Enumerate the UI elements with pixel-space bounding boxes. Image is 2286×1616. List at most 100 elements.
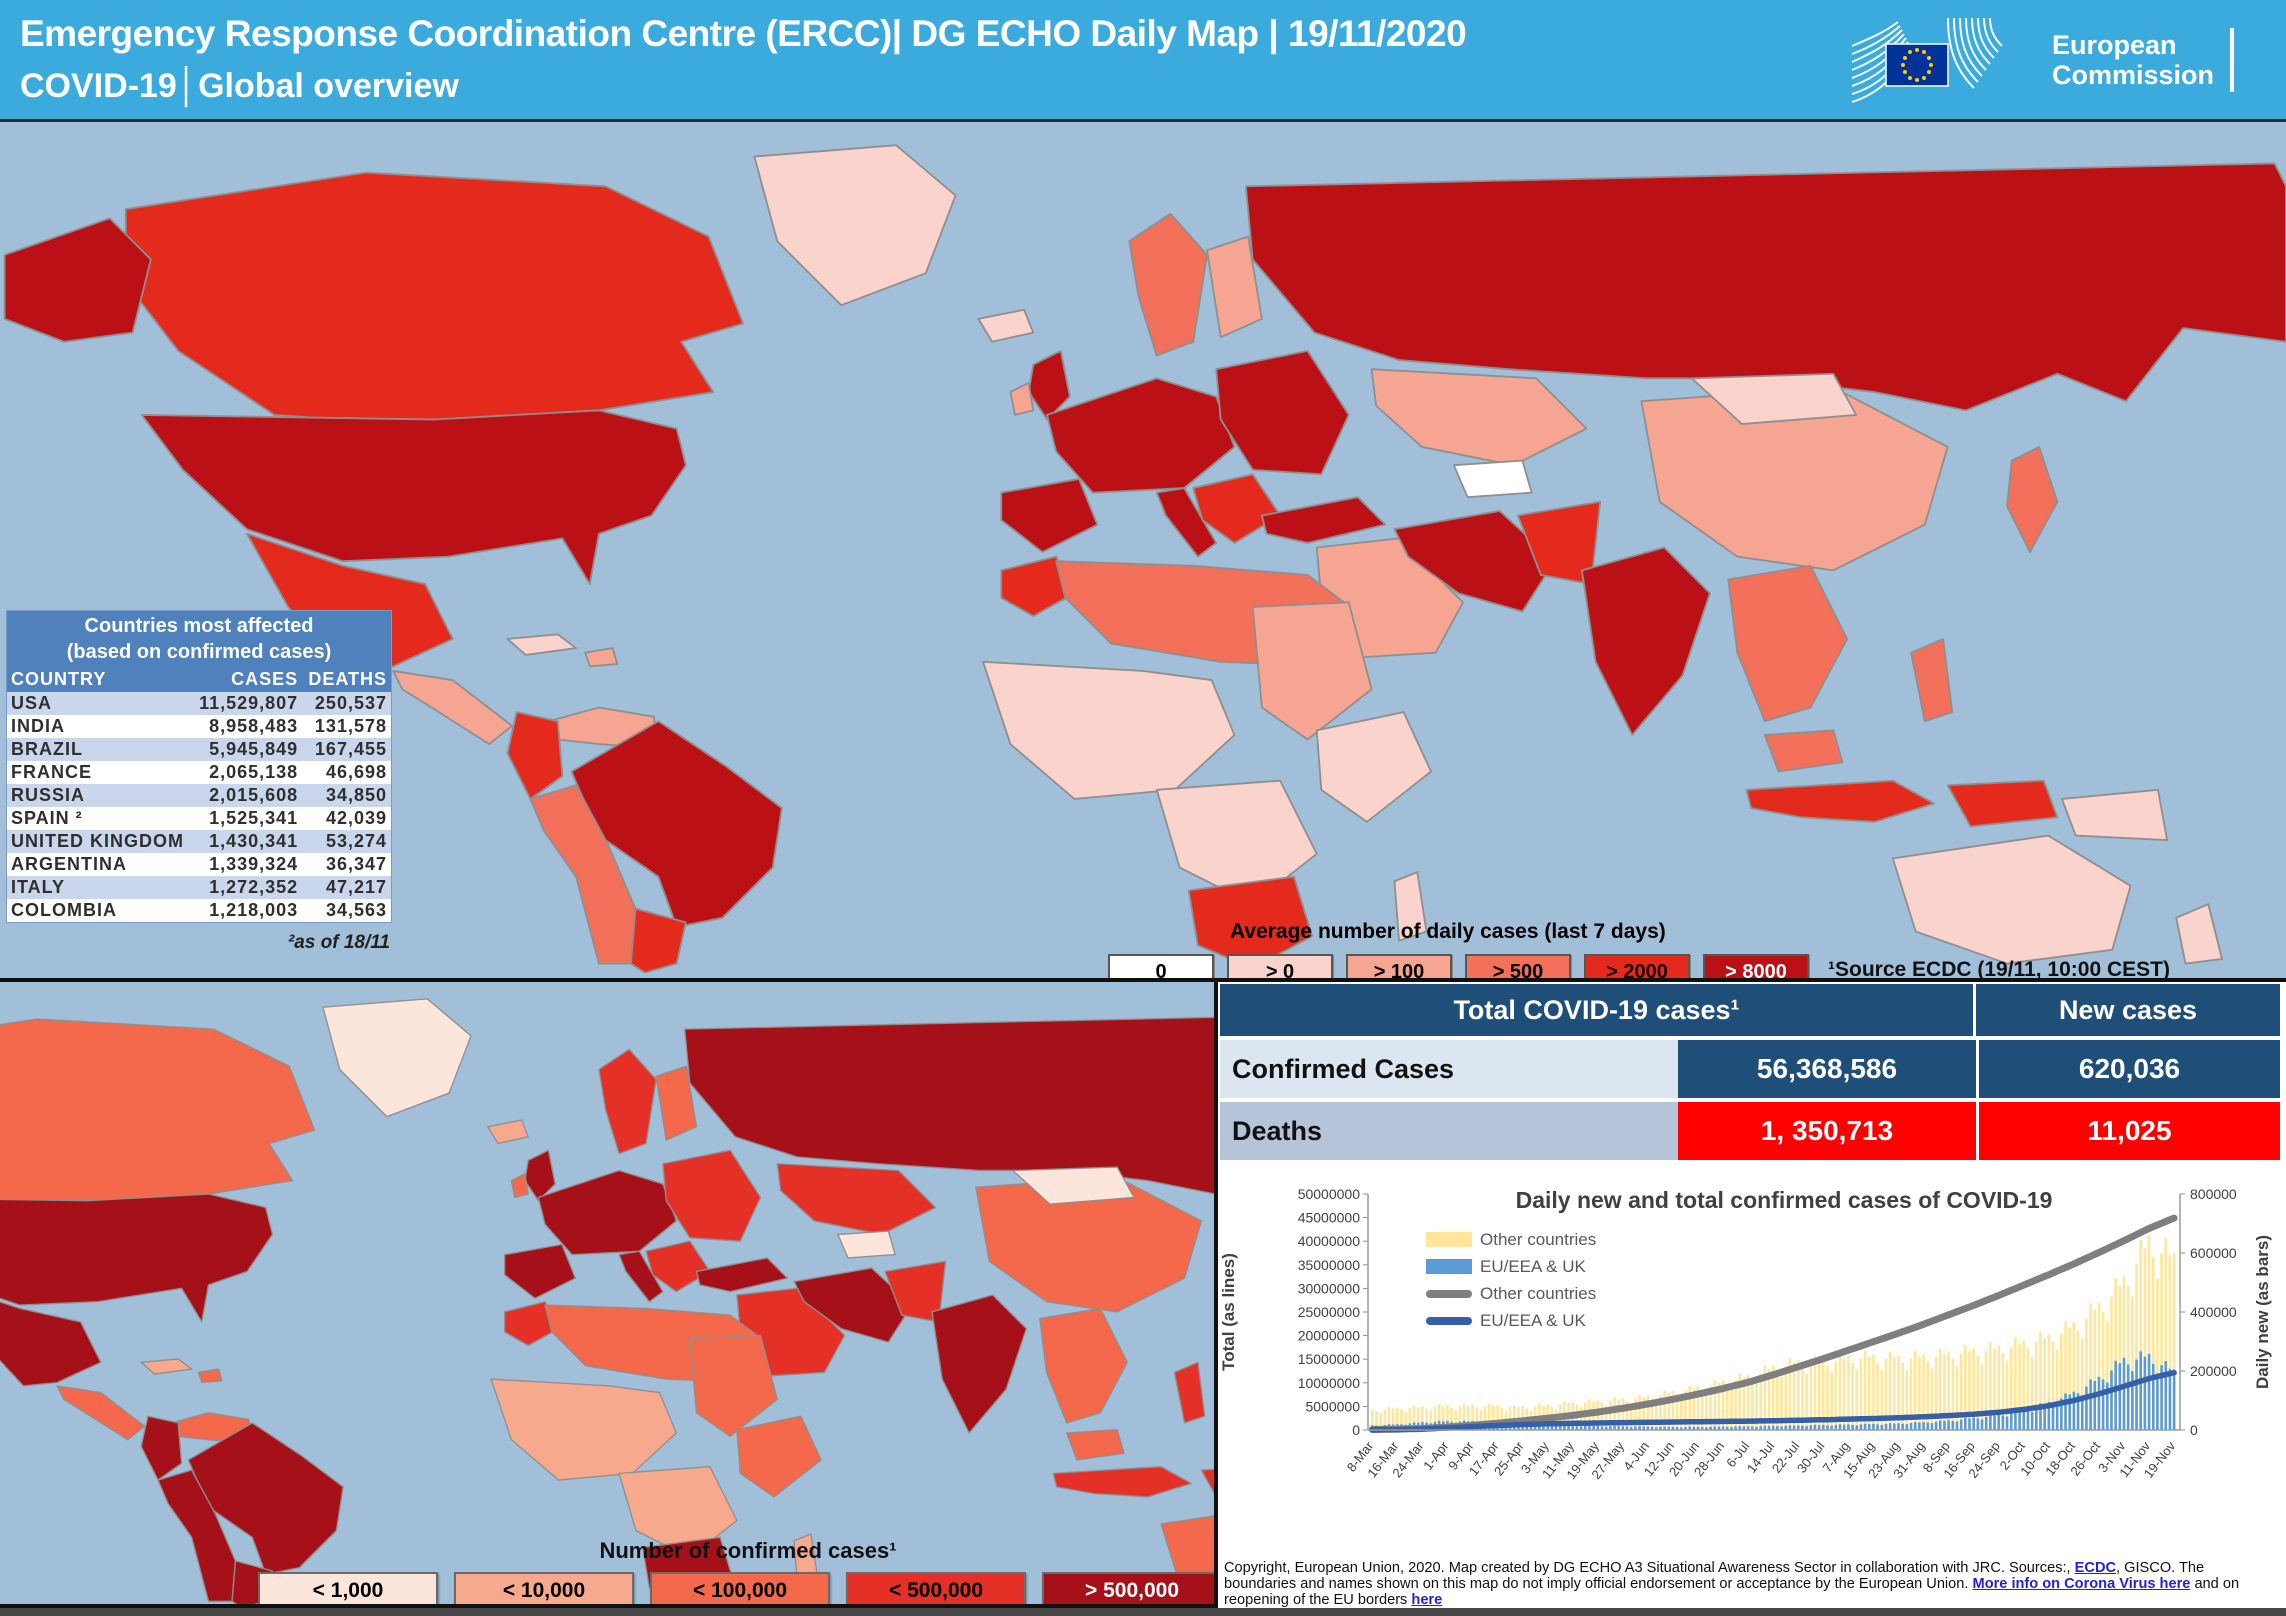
bar (2068, 1327, 2072, 1430)
region-indonesia (1745, 779, 1935, 823)
bar (1792, 1425, 1796, 1430)
corona-info-link[interactable]: More info on Corona Virus here (1972, 1576, 2191, 1592)
region-china (1640, 386, 1949, 572)
bar (1671, 1391, 1675, 1430)
bar (1838, 1352, 1842, 1430)
bar (1479, 1409, 1483, 1430)
bar (1867, 1356, 1871, 1430)
right-tick-label: 200000 (2190, 1363, 2237, 1379)
chart-title: Daily new and total confirmed cases of C… (1516, 1187, 2053, 1213)
bar (2026, 1410, 2030, 1430)
left-tick-label: 45000000 (1298, 1210, 1361, 1226)
region-iceland (487, 1119, 529, 1145)
region-indonesia (1052, 1465, 1192, 1498)
region-mexico (0, 1301, 102, 1387)
bar (1671, 1426, 1675, 1430)
page-title-line1: Emergency Response Coordination Centre (… (20, 13, 1467, 54)
bar (2022, 1340, 2026, 1430)
bar (1759, 1373, 1762, 1430)
bar (1705, 1393, 1708, 1430)
bar (1567, 1424, 1570, 1430)
bar (1471, 1404, 1474, 1430)
legend-item: < 100,000 (650, 1572, 830, 1604)
bar (1433, 1407, 1437, 1430)
bar (2030, 1411, 2034, 1430)
bar (2030, 1356, 2034, 1430)
region-westafrica (982, 660, 1236, 800)
legend-swatch (1426, 1290, 1472, 1298)
bar (1767, 1425, 1771, 1430)
region-indonesia2 (1946, 779, 2059, 828)
bar (2139, 1351, 2143, 1430)
bar (1776, 1426, 1779, 1430)
bar (1416, 1407, 1420, 1430)
bar (1842, 1358, 1846, 1430)
cell-country: UNITED KINGDOM (7, 830, 193, 853)
cell-country: INDIA (7, 715, 193, 738)
bar (1659, 1395, 1662, 1430)
bar (1796, 1359, 1800, 1430)
bar (1554, 1425, 1558, 1430)
region-philippines (1910, 638, 1954, 723)
bar (2135, 1264, 2138, 1430)
bar (1830, 1372, 1833, 1430)
region-turkey (1260, 496, 1387, 544)
left-tick-label: 10000000 (1298, 1375, 1361, 1391)
cell-deaths: 131,578 (302, 715, 391, 738)
region-egypt_sudan (689, 1334, 778, 1438)
bar (2093, 1310, 2097, 1430)
bar (1700, 1427, 1704, 1430)
bar (1625, 1426, 1629, 1430)
cell-deaths: 167,455 (302, 738, 391, 761)
bar (1429, 1410, 1433, 1430)
bar (1838, 1424, 1842, 1430)
confirmed-cases-legend: Number of confirmed cases¹ < 1,000 < 10,0… (258, 1538, 1214, 1604)
legend-item: < 10,000 (454, 1572, 634, 1604)
page-bottom-strip (0, 1608, 2286, 1616)
region-cuba (140, 1358, 193, 1375)
bar (2156, 1373, 2159, 1430)
daily-cases-world-map: Countries most affected (based on confir… (0, 122, 2286, 978)
bar (1721, 1380, 1725, 1430)
bar (1959, 1353, 1963, 1430)
bar (1688, 1385, 1691, 1430)
bar (1542, 1423, 1545, 1430)
bar (2097, 1303, 2101, 1430)
bar (1997, 1345, 2001, 1430)
bar (1855, 1370, 1859, 1430)
bar (1617, 1399, 1620, 1430)
bar (1801, 1425, 1804, 1430)
bar (1876, 1424, 1879, 1430)
ecdc-link[interactable]: ECDC (2074, 1560, 2117, 1576)
region-turkmenistan (1452, 459, 1533, 499)
bar (2043, 1338, 2046, 1430)
bar (1663, 1390, 1666, 1430)
bar (1675, 1394, 1679, 1430)
affected-table-header: COUNTRY CASES DEATHS (7, 667, 391, 692)
eu-borders-link[interactable]: here (1411, 1592, 1443, 1608)
bar (1855, 1425, 1859, 1430)
bar (1813, 1355, 1817, 1430)
legend-item: > 500 (1465, 954, 1571, 978)
bar (1654, 1401, 1658, 1430)
logo-divider (2230, 28, 2235, 92)
european-commission-logo: European Commission (1848, 6, 2268, 114)
region-morocco (503, 1301, 560, 1347)
region-russia (684, 1016, 1214, 1195)
left-tick-label: 25000000 (1298, 1304, 1361, 1320)
bar (1863, 1351, 1867, 1430)
legend-label: Other countries (1480, 1284, 1596, 1303)
bar (2164, 1361, 2168, 1430)
legend-swatch (1426, 1259, 1472, 1274)
bar (1922, 1422, 1925, 1430)
bar (2043, 1404, 2046, 1430)
bar (2009, 1413, 2013, 1430)
table-row: COLOMBIA 1,218,003 34,563 (7, 899, 391, 922)
legend-label: Other countries (1480, 1230, 1596, 1249)
bar (1897, 1355, 1900, 1430)
bar (1934, 1356, 1938, 1430)
bar (1763, 1365, 1767, 1430)
bar (2009, 1347, 2013, 1430)
region-scandinavia (1128, 212, 1208, 357)
bar (1663, 1426, 1666, 1430)
